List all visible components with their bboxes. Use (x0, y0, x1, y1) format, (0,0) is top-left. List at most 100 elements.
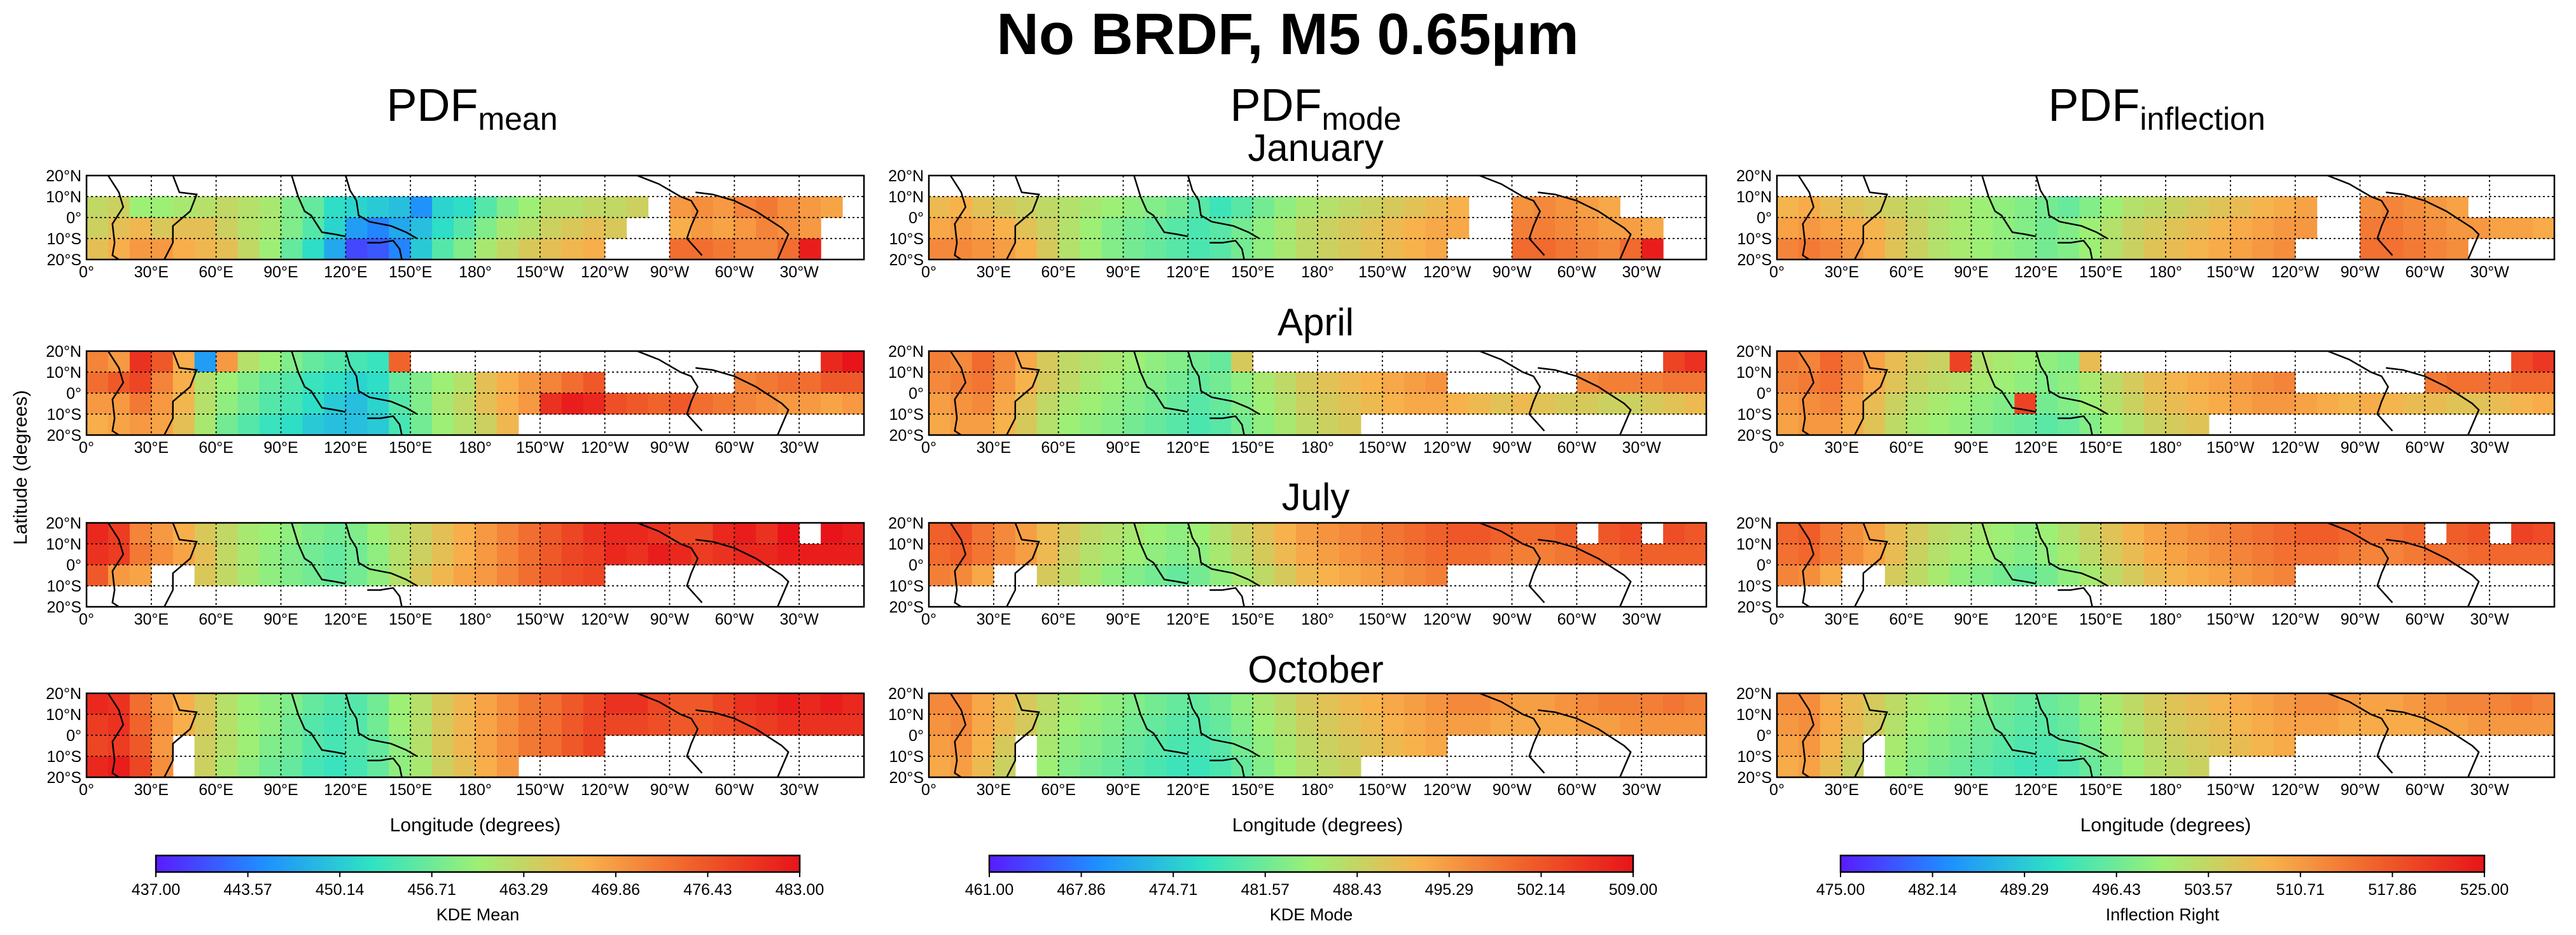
heat-cell (821, 693, 843, 715)
heat-cell (1425, 239, 1448, 260)
heat-cell (756, 239, 778, 260)
heat-cell (454, 372, 476, 394)
heat-cell (950, 756, 973, 778)
heat-cell (367, 351, 389, 373)
lat-tick-label: 10°N (888, 188, 924, 206)
heat-cell (345, 218, 368, 239)
heat-cell (454, 239, 476, 260)
heat-cell (1663, 351, 1685, 373)
heat-cell (971, 756, 994, 778)
heat-cell (129, 239, 152, 260)
heat-cell (432, 544, 454, 565)
heat-cell (1906, 239, 1929, 260)
lon-tick-label: 30°E (977, 611, 1011, 628)
heat-cell (1512, 523, 1535, 544)
heat-cell (151, 735, 174, 757)
heat-cell (1820, 523, 1842, 544)
lon-tick-label: 120°E (1166, 263, 1209, 281)
heat-cell (1209, 523, 1232, 544)
heat-cell (1777, 523, 1799, 544)
heat-cell (475, 393, 498, 415)
lon-tick-label: 150°E (2079, 611, 2122, 628)
heat-cell (669, 239, 692, 260)
figure-title: No BRDF, M5 0.65μm (996, 2, 1578, 67)
coastline (695, 709, 790, 778)
heat-cell (216, 414, 239, 436)
heat-cell (1777, 544, 1799, 565)
heat-cell (1080, 372, 1103, 394)
heat-cell (2166, 414, 2188, 436)
heat-cell (2468, 523, 2490, 544)
heat-cell (583, 544, 606, 565)
heat-cell (1685, 523, 1707, 544)
heat-cell (929, 239, 951, 260)
heat-cell (1253, 693, 1275, 715)
heat-cell (496, 393, 519, 415)
lon-tick-label: 30°E (1825, 439, 1859, 457)
heat-cell (1080, 197, 1103, 218)
lon-tick-label: 120°E (324, 263, 367, 281)
coastline (291, 522, 346, 585)
lat-tick-label: 0° (1757, 209, 1772, 227)
heat-cell (1403, 735, 1426, 757)
colorbar-tick-label: 525.00 (2460, 881, 2509, 899)
coastline (637, 522, 703, 604)
heat-cell (1123, 414, 1146, 436)
heat-cell (1339, 523, 1361, 544)
lon-tick-label: 90°E (263, 439, 298, 457)
lat-tick-label: 0° (66, 557, 81, 574)
heat-cell (2446, 544, 2468, 565)
heat-cell (2403, 523, 2425, 544)
heat-cell (2252, 393, 2274, 415)
coastline (1797, 693, 1815, 779)
heat-cell (216, 693, 239, 715)
heat-cell (1928, 414, 1951, 436)
heat-cell (1145, 197, 1167, 218)
heat-cell (971, 714, 994, 736)
lon-tick-label: 30°W (1622, 781, 1661, 799)
heat-cell (2208, 735, 2231, 757)
heat-cell (1641, 393, 1664, 415)
heat-cell (475, 693, 498, 715)
heat-cell (1036, 414, 1059, 436)
heat-cell (971, 218, 994, 239)
heat-cell (345, 239, 368, 260)
heat-cell (1663, 714, 1685, 736)
heat-cell (1577, 372, 1599, 394)
heat-cell (2295, 218, 2318, 239)
heat-cell (1993, 693, 2015, 715)
heat-cell (1360, 714, 1383, 736)
heat-cell (1906, 756, 1929, 778)
lat-tick-label: 20°N (46, 685, 81, 703)
lon-tick-label: 90°E (1954, 781, 1988, 799)
heat-cell (713, 218, 735, 239)
heat-cell (1490, 693, 1513, 715)
heat-cell (648, 393, 671, 415)
lon-tick-label: 180° (2149, 781, 2182, 799)
heat-cell (87, 693, 109, 715)
heat-cell (648, 544, 671, 565)
heat-cell (432, 372, 454, 394)
heat-cell (1928, 372, 1951, 394)
heat-cell (2230, 693, 2253, 715)
heat-cell (518, 218, 541, 239)
heat-cell (1663, 693, 1685, 715)
coastline (695, 539, 790, 607)
panel-frame (85, 350, 865, 436)
lat-tick-label: 10°S (1737, 406, 1772, 424)
heat-cell (1971, 523, 1994, 544)
coastline (1133, 175, 1188, 237)
heat-cell (1798, 218, 1821, 239)
heat-cell (194, 197, 217, 218)
coastline (2057, 586, 2093, 607)
heat-cell (669, 693, 692, 715)
heat-cell (2489, 372, 2512, 394)
coastline (345, 522, 417, 587)
heat-cell (302, 544, 324, 565)
heat-cell (454, 218, 476, 239)
heat-cell (194, 693, 217, 715)
lat-tick-label: 20°S (47, 599, 81, 616)
x-axis-label-inflection: Longitude (degrees) (2080, 815, 2252, 836)
heat-cell (2014, 239, 2036, 260)
heat-cell (2036, 414, 2058, 436)
